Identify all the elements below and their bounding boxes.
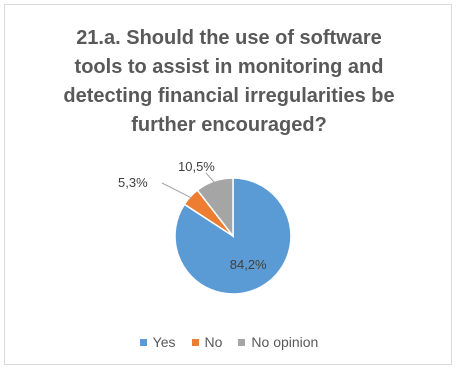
chart-title: 21.a. Should the use of software tools t… <box>20 24 438 140</box>
chart-title-line-3: detecting financial irregularities be <box>63 85 395 107</box>
legend-item-no-opinion: No opinion <box>238 334 318 350</box>
legend-swatch-yes <box>139 338 147 346</box>
legend-label-no: No <box>204 334 223 350</box>
pie-slice-no-opinion <box>196 177 234 239</box>
chart-title-line-2: tools to assist in monitoring and <box>74 56 384 78</box>
data-label-no-opinion: 10,5% <box>178 159 215 174</box>
legend: Yes No No opinion <box>0 334 458 350</box>
legend-label-no-opinion: No opinion <box>251 334 319 350</box>
legend-item-no: No <box>191 334 223 350</box>
legend-swatch-no-opinion <box>238 338 246 346</box>
legend-label-yes: Yes <box>152 334 176 350</box>
chart-title-line-1: 21.a. Should the use of software <box>76 27 382 49</box>
leader-line-no <box>161 182 193 199</box>
leader-line-no-opinion <box>205 172 216 184</box>
legend-item-yes: Yes <box>139 334 176 350</box>
data-label-yes: 84,2% <box>230 257 267 272</box>
chart-title-line-4: further encouraged? <box>131 114 327 136</box>
data-label-no: 5,3% <box>118 175 148 190</box>
legend-swatch-no <box>191 338 199 346</box>
